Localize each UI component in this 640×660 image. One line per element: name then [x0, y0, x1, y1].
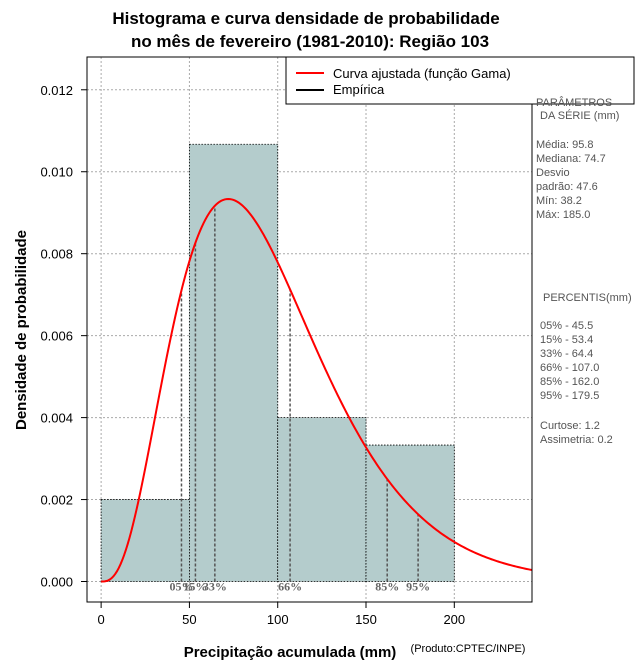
- stat-min: Mín: 38.2: [536, 195, 582, 207]
- x-tick-label: 50: [182, 612, 196, 627]
- x-tick-label: 150: [355, 612, 377, 627]
- stats-panel: PARÂMETROS DA SÉRIE (mm) Média: 95.8 Med…: [536, 96, 632, 446]
- y-tick-label: 0.012: [40, 83, 73, 98]
- y-tick-label: 0.008: [40, 247, 73, 262]
- y-tick-label: 0.010: [40, 165, 73, 180]
- legend: Curva ajustada (função Gama) Empírica: [285, 56, 635, 105]
- histogram-bar: [189, 143, 279, 582]
- y-tick-label: 0.000: [40, 575, 73, 590]
- x-tick-label: 100: [267, 612, 289, 627]
- legend-label-curve: Curva ajustada (função Gama): [333, 66, 511, 81]
- percentile-label: 85%: [375, 580, 399, 594]
- params-title-line1: PARÂMETROS: [536, 96, 612, 109]
- chart-title-line1: Histograma e curva densidade de probabil…: [112, 9, 499, 28]
- stat-desvio-line2: padrão: 47.6: [536, 181, 598, 193]
- axes-layer: 0 50 100 150 200 0.000 0.002 0.004 0.006 0.008 0.0…: [40, 83, 465, 627]
- percentile-label: 05%: [169, 580, 193, 594]
- percentis-title: PERCENTIS(mm): [543, 292, 632, 304]
- chart-title-line2: no mês de fevereiro (1981-2010): Região …: [131, 32, 489, 51]
- stat-mediana: Mediana: 74.7: [536, 153, 606, 165]
- legend-label-empirical: Empírica: [333, 82, 385, 97]
- stat-curtose: Curtose: 1.2: [540, 420, 600, 432]
- histogram-bar: [100, 499, 190, 582]
- y-tick-label: 0.004: [40, 411, 73, 426]
- legend-box: [285, 56, 635, 105]
- percentil-row: 15% - 53.4: [540, 334, 593, 346]
- percentile-label: 15%: [183, 580, 207, 594]
- histogram-bars: [100, 143, 455, 582]
- histogram-bar: [277, 417, 367, 582]
- percentil-row: 05% - 45.5: [540, 320, 593, 332]
- x-axis-title: Precipitação acumulada (mm): [184, 644, 397, 660]
- histogram-bar: [365, 444, 455, 582]
- percentile-label: 95%: [406, 580, 430, 594]
- params-title-line2: DA SÉRIE (mm): [540, 109, 619, 122]
- stat-max: Máx: 185.0: [536, 209, 590, 221]
- y-axis-title: Densidade de probabilidade: [13, 230, 30, 430]
- percentile-lines: 05%15%33% 66% 85% 95%: [169, 205, 430, 594]
- percentil-row: 95% - 179.5: [540, 390, 599, 402]
- percentil-row: 33% - 64.4: [540, 348, 593, 360]
- gamma-curve: [101, 197, 533, 583]
- percentile-label: 66%: [278, 580, 302, 594]
- gamma-curve-layer: [101, 197, 533, 583]
- x-tick-label: 0: [98, 612, 105, 627]
- percentil-row: 66% - 107.0: [540, 362, 599, 374]
- stat-media: Média: 95.8: [536, 139, 593, 151]
- y-tick-label: 0.006: [40, 329, 73, 344]
- x-tick-label: 200: [443, 612, 465, 627]
- stat-assimetria: Assimetria: 0.2: [540, 434, 613, 446]
- stat-desvio-line1: Desvio: [536, 167, 570, 179]
- credit-label: (Produto:CPTEC/INPE): [411, 643, 526, 655]
- percentile-label: 33%: [203, 580, 227, 594]
- percentil-row: 85% - 162.0: [540, 376, 599, 388]
- y-tick-label: 0.002: [40, 493, 73, 508]
